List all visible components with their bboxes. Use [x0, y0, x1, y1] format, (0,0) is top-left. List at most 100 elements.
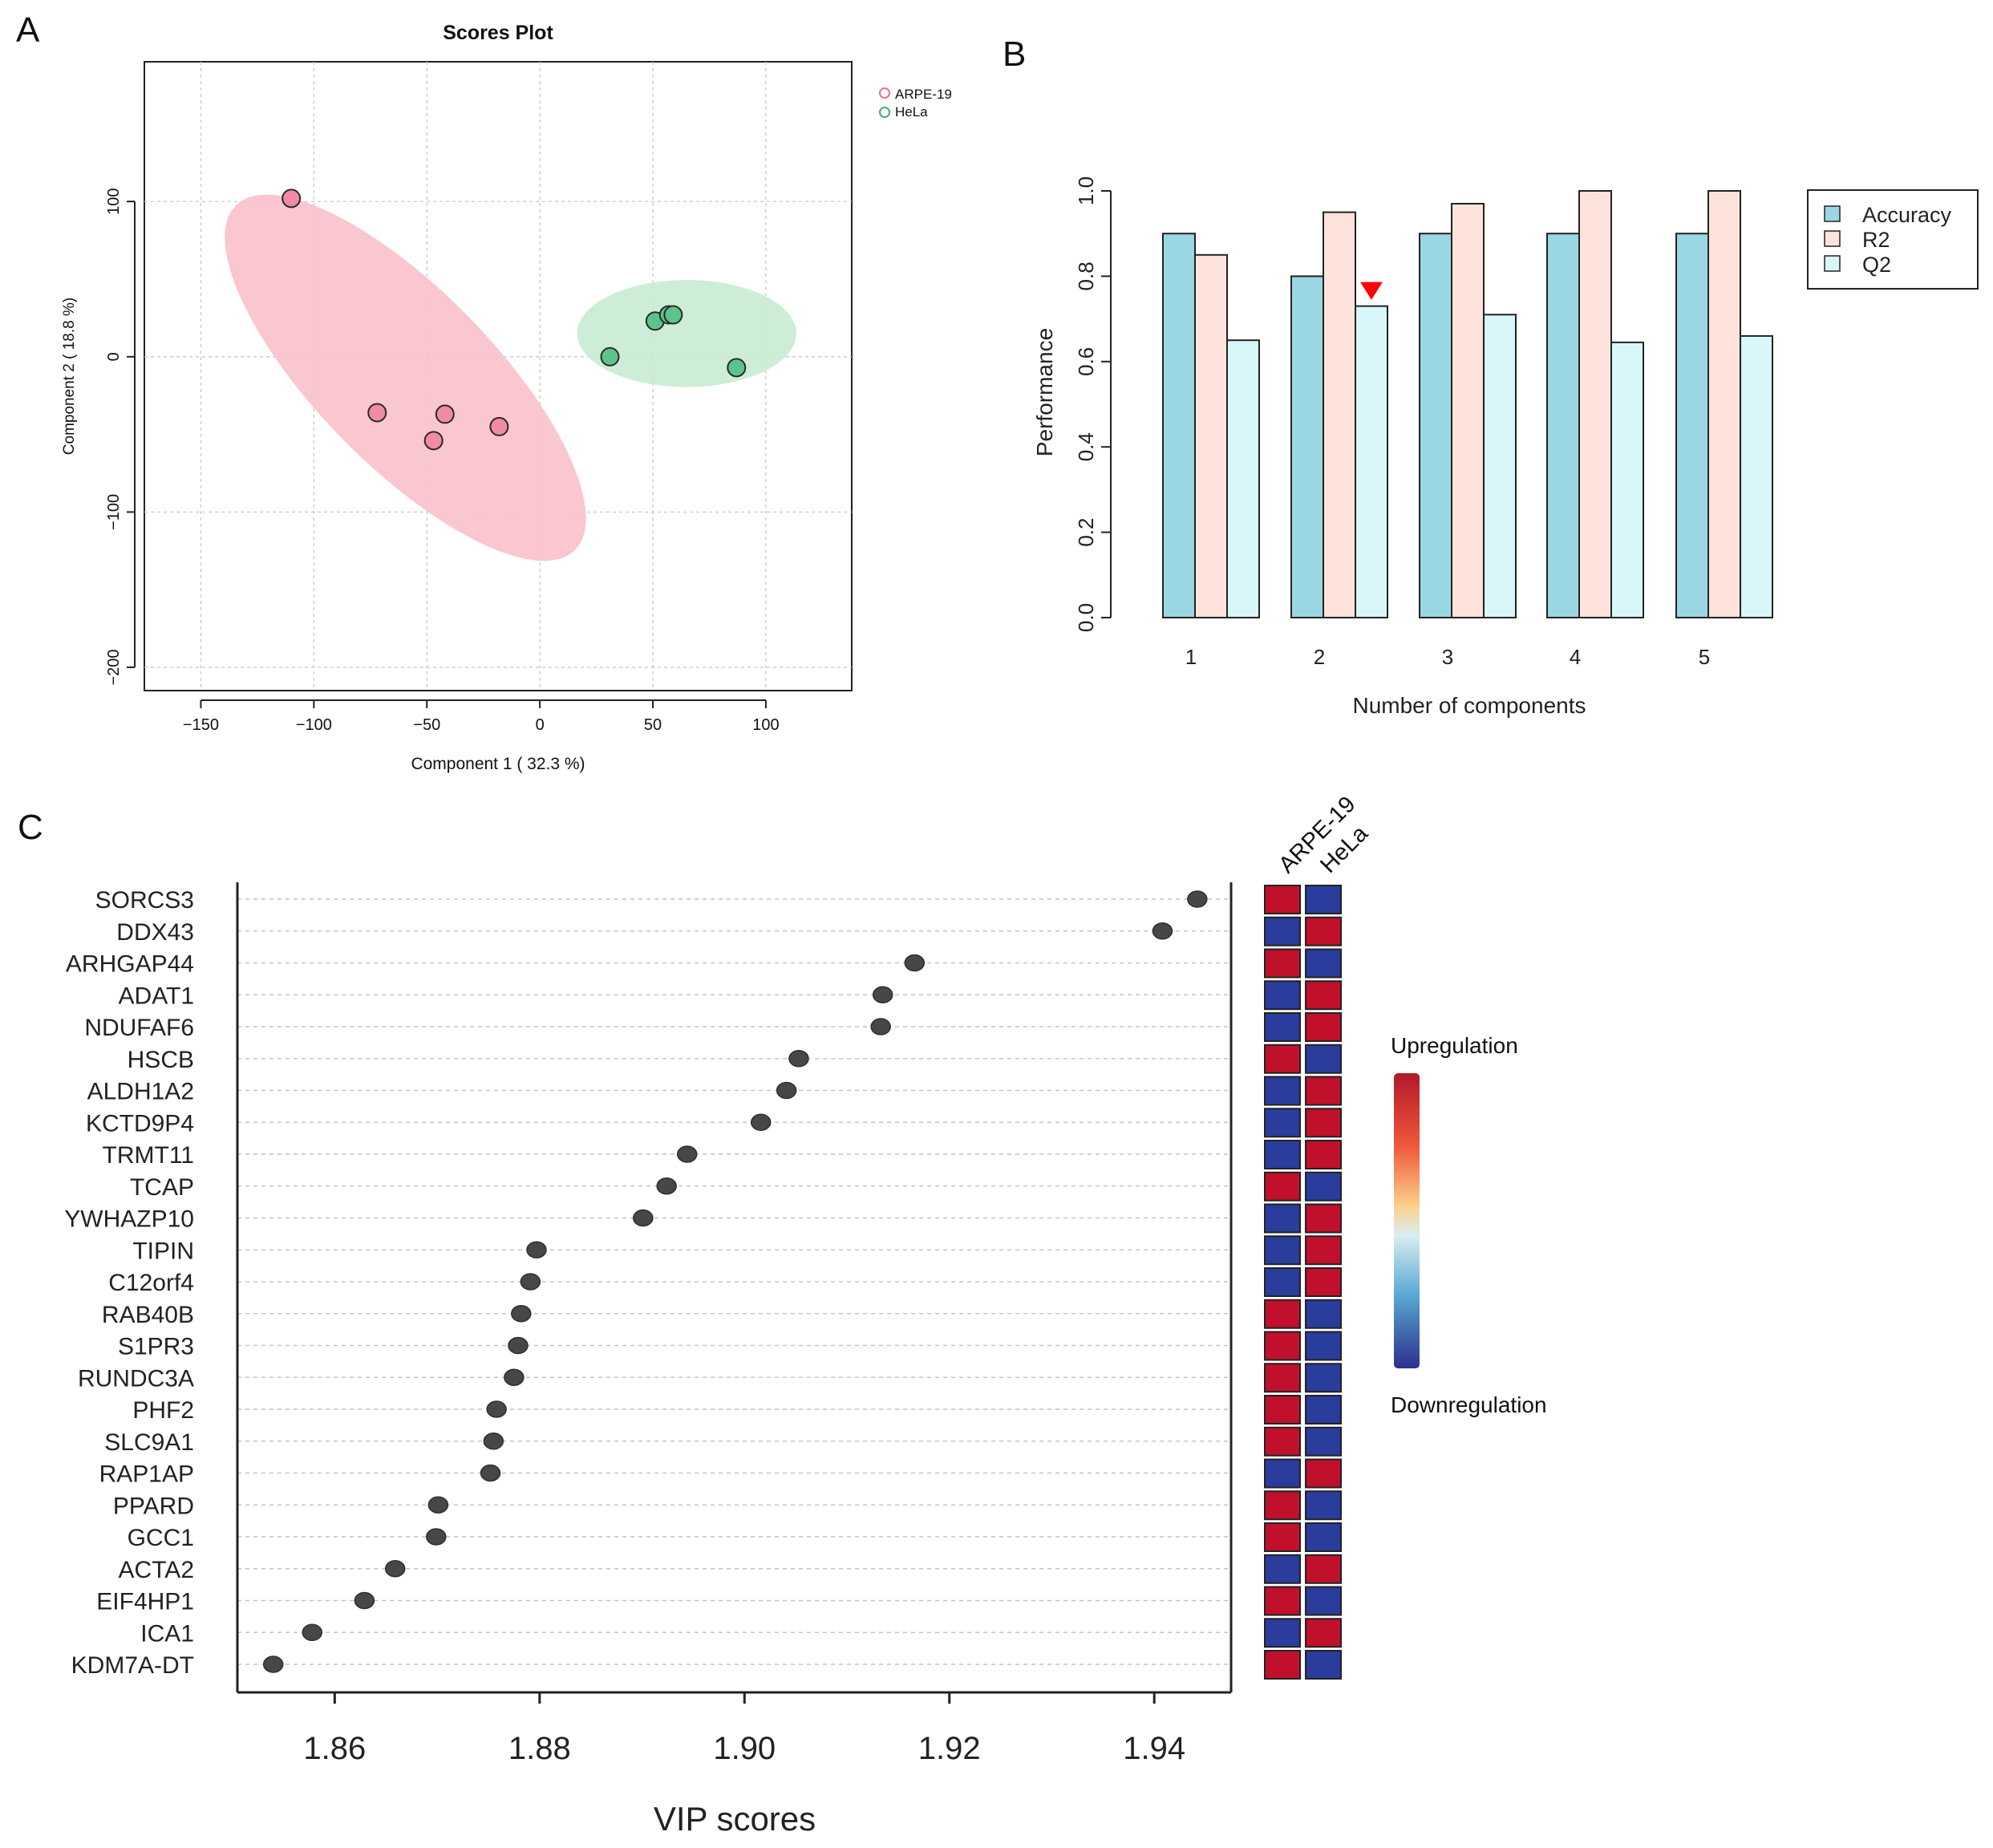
heatmap-cell-hela-ywhazp10 — [1305, 1203, 1342, 1234]
vip-dot-sorcs3 — [1187, 890, 1208, 908]
colorbar-down-label: Downregulation — [1391, 1392, 1547, 1417]
vip-gene-label-rundc3a: RUNDC3A — [78, 1365, 194, 1392]
heatmap-cell-hela-sorcs3 — [1305, 885, 1342, 914]
vip-dot-rab40b — [511, 1305, 532, 1323]
vip-dot-rap1ap — [480, 1464, 501, 1482]
panel-label-a: A — [16, 10, 40, 50]
vip-gene-label-slc9a1: SLC9A1 — [104, 1429, 194, 1456]
performance-y-tick-label-5: 1.0 — [1074, 176, 1098, 205]
performance-x-tick-label-4: 4 — [1570, 645, 1581, 669]
bar-q2-2 — [1355, 305, 1388, 618]
vip-gene-label-ndufaf6: NDUFAF6 — [84, 1015, 194, 1041]
scores-y-tick-label-1: 0 — [105, 352, 123, 361]
vip-gene-label-adat1: ADAT1 — [119, 983, 194, 1009]
vip-gene-label-aldh1a2: ALDH1A2 — [87, 1079, 194, 1105]
heatmap-cell-arpe-ica1 — [1264, 1618, 1301, 1648]
point-arpe-19-0 — [282, 188, 302, 209]
scores-y-tick-label-2: −100 — [105, 494, 123, 530]
legend-marker-arpe — [879, 87, 890, 99]
legend-label-q2: Q2 — [1862, 253, 1891, 277]
vip-gene-label-arhgap44: ARHGAP44 — [66, 951, 194, 978]
vip-gene-label-tipin: TIPIN — [132, 1238, 194, 1264]
bar-q2-1 — [1226, 339, 1260, 618]
heatmap-cell-arpe-tipin — [1264, 1235, 1301, 1266]
performance-y-tick-label-3: 0.6 — [1074, 347, 1098, 376]
legend-label-hela: HeLa — [895, 104, 928, 120]
heatmap-cell-hela-slc9a1 — [1305, 1426, 1342, 1457]
point-hela-4 — [727, 358, 747, 378]
bar-accuracy-2 — [1290, 275, 1324, 618]
heatmap-cell-arpe-s1pr3 — [1264, 1331, 1301, 1361]
heatmap-cell-hela-phf2 — [1305, 1395, 1342, 1424]
point-hela-0 — [600, 346, 620, 367]
vip-dot-kdm7a-dt — [262, 1656, 284, 1673]
vip-x-tick-label-2: 1.90 — [713, 1731, 776, 1766]
legend-swatch-accuracy — [1824, 205, 1841, 222]
vip-gene-label-ppard: PPARD — [113, 1493, 194, 1519]
vip-dot-tcap — [656, 1177, 677, 1195]
performance-x-tick-label-1: 1 — [1185, 645, 1197, 669]
vip-gene-label-hscb: HSCB — [128, 1047, 194, 1073]
heatmap-cell-arpe-rundc3a — [1264, 1363, 1301, 1393]
scores-y-tick-label-3: −200 — [105, 649, 123, 685]
vip-rows: SORCS3 DDX43 ARHGAP44 ADAT1 NDUFAF6 HSCB ALDH1… — [64, 887, 1231, 1679]
performance-y-tick-label-0: 0.0 — [1074, 603, 1098, 632]
heatmap-cell-hela-s1pr3 — [1305, 1331, 1342, 1361]
vip-gene-label-phf2: PHF2 — [132, 1397, 194, 1424]
bar-r2-4 — [1578, 190, 1612, 618]
scores-x-tick-label-3: 0 — [536, 716, 545, 734]
legend-swatch-q2 — [1824, 255, 1841, 272]
heatmap-cell-hela-c12orf4 — [1305, 1267, 1342, 1297]
performance-y-tick-label-1: 0.2 — [1074, 518, 1098, 547]
bar-r2-3 — [1451, 202, 1485, 618]
vip-gene-label-gcc1: GCC1 — [128, 1525, 194, 1551]
point-arpe-19-1 — [367, 403, 387, 423]
legend-label-accuracy: Accuracy — [1862, 203, 1952, 227]
vip-dot-aldh1a2 — [776, 1081, 797, 1100]
scores-x-tick-label-1: −100 — [296, 716, 332, 734]
vip-dot-trmt11 — [676, 1145, 698, 1163]
vip-gene-label-eif4hp1: EIF4HP1 — [96, 1589, 194, 1615]
vip-gene-label-kctd9p4: KCTD9P4 — [86, 1110, 194, 1137]
heatmap-cell-hela-adat1 — [1305, 980, 1342, 1011]
panel-label-c: C — [18, 808, 43, 847]
vip-dot-rundc3a — [504, 1368, 525, 1386]
vip-dot-ndufaf6 — [870, 1018, 891, 1035]
heatmap-cell-arpe-sorcs3 — [1264, 885, 1301, 914]
vip-dot-ywhazp10 — [633, 1209, 654, 1227]
vip-gene-label-tcap: TCAP — [130, 1174, 194, 1201]
vip-gene-label-rap1ap: RAP1AP — [99, 1461, 194, 1488]
scores-plot-title: Scores Plot — [443, 22, 553, 44]
vip-dot-slc9a1 — [483, 1433, 504, 1450]
performance-legend: Accuracy R2 Q2 — [1807, 189, 1979, 290]
scores-x-tick-label-2: −50 — [413, 716, 440, 734]
heatmap-cell-hela-hscb — [1305, 1044, 1342, 1074]
heatmap-cell-arpe-arhgap44 — [1264, 948, 1301, 979]
vip-gene-label-trmt11: TRMT11 — [103, 1142, 194, 1169]
bar-q2-5 — [1740, 334, 1773, 618]
performance-y-tick-label-4: 0.8 — [1074, 261, 1098, 290]
heatmap-cell-arpe-kdm7a-dt — [1264, 1650, 1301, 1680]
ellipse-hela — [577, 279, 796, 387]
heatmap-cell-hela-ppard — [1305, 1490, 1342, 1521]
heatmap-cell-hela-arhgap44 — [1305, 948, 1342, 979]
vip-gene-label-ica1: ICA1 — [140, 1620, 194, 1647]
heatmap-cell-arpe-kctd9p4 — [1264, 1108, 1301, 1138]
panel-label-b: B — [1003, 34, 1026, 74]
vip-dot-ddx43 — [1152, 922, 1173, 940]
heatmap-cell-arpe-trmt11 — [1264, 1140, 1301, 1169]
bar-q2-3 — [1483, 314, 1517, 618]
bar-r2-5 — [1707, 190, 1741, 618]
performance-x-tick-label-2: 2 — [1314, 645, 1325, 669]
vip-dot-c12orf4 — [520, 1273, 541, 1291]
best-component-marker — [1360, 282, 1383, 300]
bar-q2-4 — [1610, 341, 1644, 618]
scores-x-tick-label-4: 50 — [644, 716, 662, 734]
heatmap-cell-hela-ica1 — [1305, 1618, 1342, 1648]
vip-gene-label-c12orf4: C12orf4 — [108, 1270, 194, 1296]
heatmap-cell-arpe-acta2 — [1264, 1554, 1301, 1584]
bar-accuracy-1 — [1162, 233, 1196, 618]
vip-dot-phf2 — [486, 1400, 507, 1418]
vip-x-tick-label-1: 1.88 — [508, 1731, 571, 1766]
vip-dot-ica1 — [302, 1623, 322, 1641]
